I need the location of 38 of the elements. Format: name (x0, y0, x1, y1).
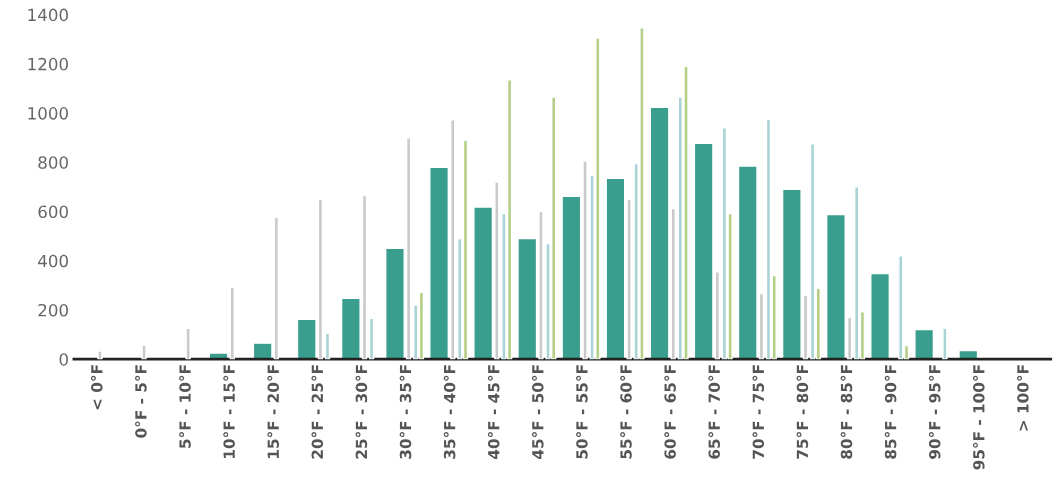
bar (368, 317, 375, 360)
x-tick-label: 75°F - 80°F (796, 365, 809, 459)
x-tick-label: 30°F - 35°F (399, 365, 412, 459)
y-tick-label: 800 (38, 156, 68, 169)
y-tick-label: 1000 (28, 107, 68, 120)
x-tick-label: 0°F - 5°F (135, 365, 147, 438)
bar (870, 272, 891, 360)
y-tick-label: 400 (38, 254, 68, 268)
x-tick-label: 70°F - 75°F (752, 365, 765, 459)
x-tick-label: 90°F - 95°F (928, 365, 941, 459)
x-tick-label: 60°F - 65°F (664, 365, 676, 459)
bar (97, 350, 103, 360)
x-tick-label: 5°F - 10°F (179, 365, 191, 448)
x-tick-label: 80°F - 85°F (840, 365, 853, 459)
y-tick-label: 200 (38, 303, 68, 317)
x-tick-label: 50°F - 55°F (576, 365, 588, 459)
x-tick-label: 55°F - 60°F (620, 365, 632, 459)
bar (914, 328, 935, 360)
x-tick-label: 65°F - 70°F (708, 365, 720, 459)
x-tick-label: < 0°F (90, 365, 103, 410)
y-tick-label: 1400 (28, 8, 68, 22)
bar (141, 344, 147, 360)
bar (324, 332, 331, 360)
y-tick-label: 1200 (28, 57, 68, 71)
bar (185, 327, 191, 360)
x-tick-label: 35°F - 40°F (443, 365, 456, 459)
x-tick-label: 95°F - 100°F (972, 365, 985, 470)
x-tick-label: 45°F - 50°F (531, 365, 544, 459)
x-tick-label: 85°F - 90°F (884, 365, 897, 459)
x-tick-label: 10°F - 15°F (223, 365, 235, 458)
x-tick-label: 20°F - 25°F (311, 365, 324, 459)
y-tick-label: 0 (59, 353, 68, 366)
y-tick-label: 600 (38, 205, 68, 219)
x-tick-label: 15°F - 20°F (267, 365, 279, 458)
x-tick-label: > 100°F (1017, 365, 1029, 431)
x-tick-label: 40°F - 45°F (487, 365, 500, 459)
x-tick-label: 25°F - 30°F (355, 365, 368, 459)
bar (942, 327, 948, 360)
